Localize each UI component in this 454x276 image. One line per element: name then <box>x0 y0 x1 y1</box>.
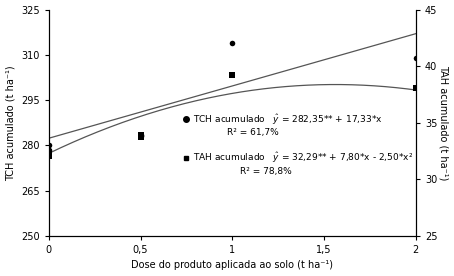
Y-axis label: TAH acumulado (t ha⁻¹): TAH acumulado (t ha⁻¹) <box>439 65 449 181</box>
X-axis label: Dose do produto aplicada ao solo (t ha⁻¹): Dose do produto aplicada ao solo (t ha⁻¹… <box>131 261 333 270</box>
Point <box>137 134 144 139</box>
Point <box>137 133 144 137</box>
Y-axis label: TCH acumulado (t ha⁻¹): TCH acumulado (t ha⁻¹) <box>5 65 15 181</box>
Point <box>412 56 419 60</box>
Text: R² = 61,7%: R² = 61,7% <box>227 128 278 137</box>
Point <box>137 135 144 140</box>
Text: TAH acumulado   $\hat{y}$ = 32,29** + 7,80*x - 2,50*x²: TAH acumulado $\hat{y}$ = 32,29** + 7,80… <box>192 150 413 165</box>
Point <box>45 153 52 158</box>
Point <box>412 86 419 90</box>
Point <box>137 132 144 137</box>
Text: TCH acumulado   $\hat{y}$ = 282,35** + 17,33*x: TCH acumulado $\hat{y}$ = 282,35** + 17,… <box>192 112 382 127</box>
Point <box>45 148 52 152</box>
Point <box>229 73 236 77</box>
Point <box>45 150 52 154</box>
Text: R² = 78,8%: R² = 78,8% <box>240 167 292 176</box>
Point <box>229 41 236 45</box>
Point <box>45 143 52 148</box>
